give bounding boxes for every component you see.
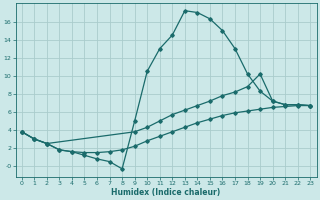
X-axis label: Humidex (Indice chaleur): Humidex (Indice chaleur) <box>111 188 221 197</box>
